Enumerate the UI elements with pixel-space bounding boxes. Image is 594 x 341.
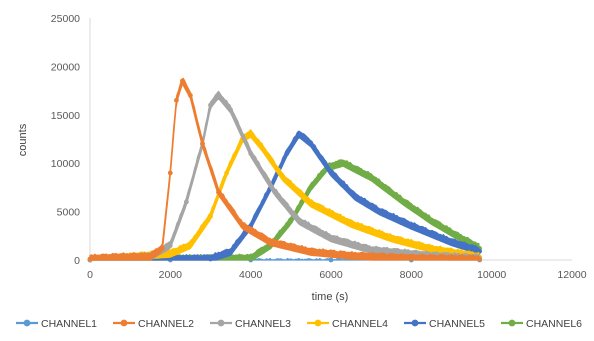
y-tick-label: 10000 xyxy=(51,158,80,170)
data-point xyxy=(159,246,165,251)
data-point xyxy=(408,256,414,261)
y-tick-label: 25000 xyxy=(51,13,80,25)
data-point xyxy=(408,223,414,229)
y-tick-label: 5000 xyxy=(57,207,81,219)
legend-item-channel4: CHANNEL4 xyxy=(307,318,388,330)
data-point xyxy=(224,170,230,176)
x-tick-label: 8000 xyxy=(400,269,424,281)
data-point xyxy=(429,247,434,252)
data-point xyxy=(180,78,185,84)
legend-marker xyxy=(314,319,322,327)
data-point xyxy=(352,194,358,200)
data-point xyxy=(268,240,274,246)
legend-item-channel1: CHANNEL1 xyxy=(16,318,97,330)
data-point xyxy=(429,218,434,224)
data-point xyxy=(348,221,354,227)
data-point xyxy=(260,146,266,152)
data-point xyxy=(208,214,213,219)
data-point xyxy=(477,257,482,262)
data-point xyxy=(284,151,290,156)
data-point xyxy=(376,209,382,215)
series-band-channel4 xyxy=(89,129,481,261)
data-point xyxy=(228,249,234,255)
legend-label: CHANNEL6 xyxy=(526,318,582,330)
data-point xyxy=(288,218,294,224)
legend-label: CHANNEL4 xyxy=(332,318,388,330)
data-point xyxy=(87,256,93,262)
x-tick-label: 12000 xyxy=(557,269,586,281)
series-band-channel5 xyxy=(89,130,481,261)
tick-labels: 0 5000 10000 15000 20000 25000 0 2000 4000 6000 80… xyxy=(51,13,587,281)
data-point xyxy=(167,251,173,257)
legend-marker xyxy=(120,319,128,327)
legend-item-channel3: CHANNEL3 xyxy=(210,318,291,330)
data-point xyxy=(280,175,286,181)
data-point xyxy=(388,236,394,242)
data-point xyxy=(296,218,302,224)
data-point xyxy=(272,189,278,195)
legend-item-channel2: CHANNEL2 xyxy=(113,318,194,330)
legend-marker xyxy=(217,319,225,327)
data-point xyxy=(368,175,374,181)
legend-item-channel6: CHANNEL6 xyxy=(501,318,582,330)
data-point xyxy=(240,223,246,229)
data-point xyxy=(348,253,354,259)
x-tick-label: 6000 xyxy=(319,269,343,281)
y-tick-label: 15000 xyxy=(51,110,80,122)
data-point xyxy=(296,131,302,137)
axes xyxy=(89,18,572,261)
legend-label: CHANNEL5 xyxy=(429,318,485,330)
legend-item-channel5: CHANNEL5 xyxy=(404,318,485,330)
legend-marker xyxy=(508,319,516,327)
data-point xyxy=(200,141,205,147)
data-point xyxy=(308,201,314,207)
legend-marker xyxy=(23,319,31,327)
series-channel2 xyxy=(87,77,482,262)
y-tick-label: 0 xyxy=(74,255,80,267)
data-point xyxy=(368,247,374,253)
y-axis-title: counts xyxy=(17,123,29,156)
x-tick-label: 2000 xyxy=(159,269,183,281)
data-point xyxy=(457,235,462,241)
data-point xyxy=(248,131,254,137)
data-point xyxy=(174,97,179,103)
y-tick-label: 20000 xyxy=(51,61,80,73)
series-layer xyxy=(87,77,482,263)
legend-label: CHANNEL2 xyxy=(138,318,194,330)
data-point xyxy=(400,199,406,205)
data-point xyxy=(248,151,254,156)
x-tick-label: 4000 xyxy=(239,269,263,281)
legend: CHANNEL1 CHANNEL2 CHANNEL3 CHANNEL4 CHANNEL5… xyxy=(16,318,582,330)
data-point xyxy=(328,170,334,176)
data-point xyxy=(208,256,213,262)
data-point xyxy=(449,240,454,246)
data-point xyxy=(184,199,189,205)
series-channel5 xyxy=(87,130,482,263)
data-point xyxy=(328,236,334,242)
data-point xyxy=(147,254,153,260)
data-point xyxy=(208,102,213,108)
legend-label: CHANNEL1 xyxy=(41,318,97,330)
legend-marker xyxy=(411,319,419,327)
data-point xyxy=(188,243,193,248)
x-tick-label: 0 xyxy=(87,269,93,281)
x-tick-label: 10000 xyxy=(477,269,506,281)
data-point xyxy=(308,141,314,147)
data-point xyxy=(340,160,346,166)
data-point xyxy=(167,170,173,176)
data-point xyxy=(248,256,254,261)
data-point xyxy=(308,185,314,190)
data-point xyxy=(167,243,173,248)
data-point xyxy=(228,107,234,113)
data-point xyxy=(216,189,221,195)
data-point xyxy=(188,93,193,98)
data-point xyxy=(115,255,121,260)
x-axis-title: time (s) xyxy=(312,291,349,303)
legend-label: CHANNEL3 xyxy=(235,318,291,330)
data-point xyxy=(308,249,314,255)
data-point xyxy=(216,93,221,98)
data-point xyxy=(328,257,334,263)
